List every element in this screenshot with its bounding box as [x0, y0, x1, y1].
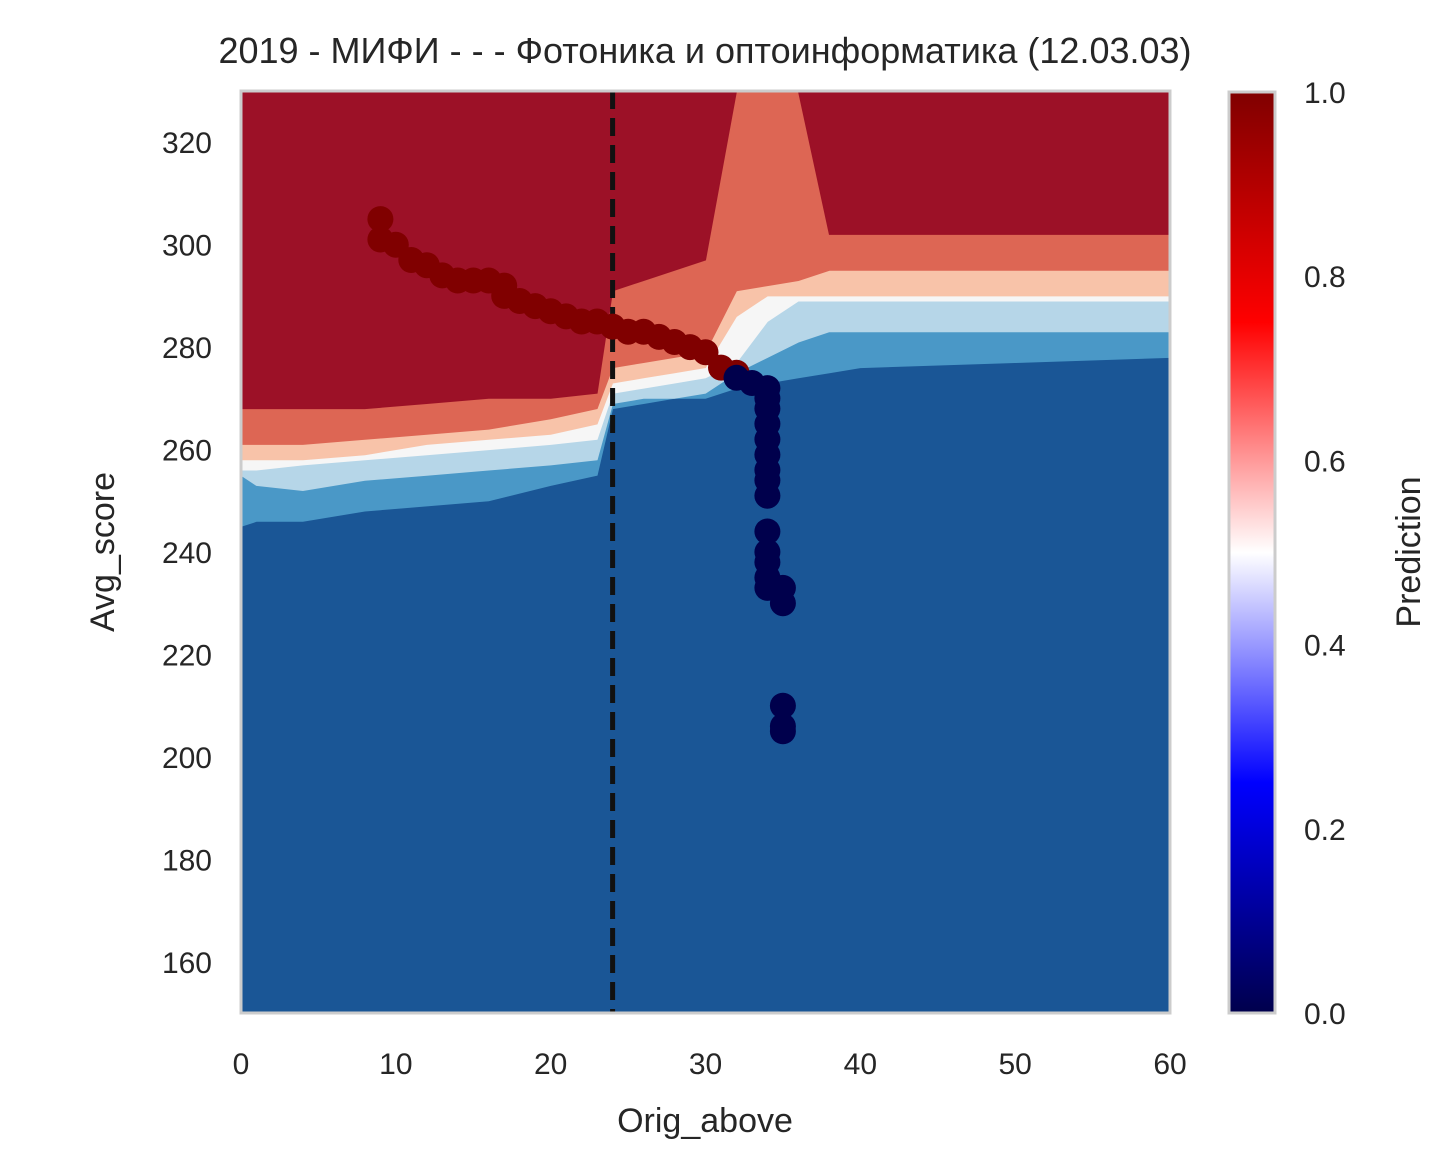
data-point-1-1 — [367, 206, 394, 233]
x-tick-label: 40 — [844, 1048, 877, 1081]
data-point-2-12 — [754, 518, 781, 545]
colorbar-tick-label: 0.0 — [1304, 998, 1346, 1031]
colorbar — [1229, 92, 1275, 1013]
y-tick-label: 160 — [162, 947, 212, 980]
y-tick-label: 260 — [162, 435, 212, 468]
colorbar-tick-label: 0.6 — [1304, 445, 1346, 478]
data-point-2-21 — [769, 718, 796, 745]
data-point-2-19 — [769, 692, 796, 719]
data-point-2-18 — [769, 590, 796, 617]
colorbar-tick-label: 0.4 — [1304, 630, 1346, 663]
y-tick-label: 280 — [162, 332, 212, 365]
contour-band-7 — [241, 91, 1170, 410]
y-tick-label: 300 — [162, 230, 212, 263]
prediction-contours — [241, 91, 1170, 1013]
x-tick-label: 20 — [534, 1048, 567, 1081]
x-tick-label: 50 — [998, 1048, 1031, 1081]
x-tick-label: 10 — [379, 1048, 412, 1081]
y-tick-label: 180 — [162, 844, 212, 877]
y-axis-label: Avg_score — [84, 472, 122, 632]
y-tick-label: 220 — [162, 639, 212, 672]
chart-title: 2019 - МИФИ - - - Фотоника и оптоинформа… — [218, 30, 1191, 71]
y-tick-label: 320 — [162, 127, 212, 160]
y-axis-ticks: 160 180 200 220 240 260 280 300 320 — [162, 127, 212, 980]
x-axis-ticks: 0 10 20 30 40 50 60 — [233, 1048, 1187, 1081]
x-tick-label: 30 — [689, 1048, 722, 1081]
y-tick-label: 240 — [162, 537, 212, 570]
colorbar-ticks: 0.0 0.2 0.4 0.6 0.8 1.0 — [1304, 77, 1346, 1031]
x-tick-label: 0 — [233, 1048, 250, 1081]
colorbar-tick-label: 0.2 — [1304, 814, 1346, 847]
data-point-2-11 — [754, 482, 781, 509]
colorbar-tick-label: 0.8 — [1304, 261, 1346, 294]
y-tick-label: 200 — [162, 742, 212, 775]
plot-frame — [239, 89, 1172, 1015]
data-points — [367, 206, 796, 745]
colorbar-tick-label: 1.0 — [1304, 77, 1346, 110]
colorbar-frame — [1227, 90, 1277, 1015]
x-tick-label: 60 — [1153, 1048, 1186, 1081]
x-axis-label: Orig_above — [617, 1102, 793, 1140]
colorbar-label: Prediction — [1390, 476, 1428, 627]
